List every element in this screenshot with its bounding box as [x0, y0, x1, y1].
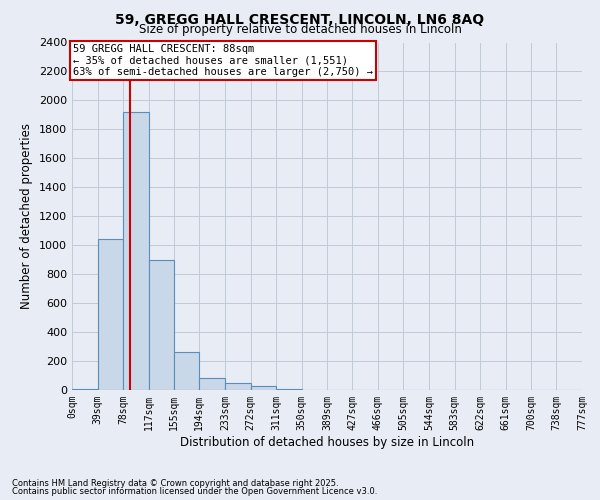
Text: Size of property relative to detached houses in Lincoln: Size of property relative to detached ho… [139, 22, 461, 36]
Text: 59 GREGG HALL CRESCENT: 88sqm
← 35% of detached houses are smaller (1,551)
63% o: 59 GREGG HALL CRESCENT: 88sqm ← 35% of d… [73, 44, 373, 77]
X-axis label: Distribution of detached houses by size in Lincoln: Distribution of detached houses by size … [180, 436, 474, 448]
Text: Contains public sector information licensed under the Open Government Licence v3: Contains public sector information licen… [12, 487, 377, 496]
Bar [251, 386, 276, 390]
Text: 59, GREGG HALL CRESCENT, LINCOLN, LN6 8AQ: 59, GREGG HALL CRESCENT, LINCOLN, LN6 8A… [115, 12, 485, 26]
Bar [225, 384, 251, 390]
Text: Contains HM Land Registry data © Crown copyright and database right 2025.: Contains HM Land Registry data © Crown c… [12, 479, 338, 488]
Bar [149, 260, 175, 390]
Bar [98, 240, 123, 390]
Bar [199, 378, 225, 390]
Bar [123, 112, 149, 390]
Y-axis label: Number of detached properties: Number of detached properties [20, 123, 34, 309]
Bar [174, 352, 199, 390]
